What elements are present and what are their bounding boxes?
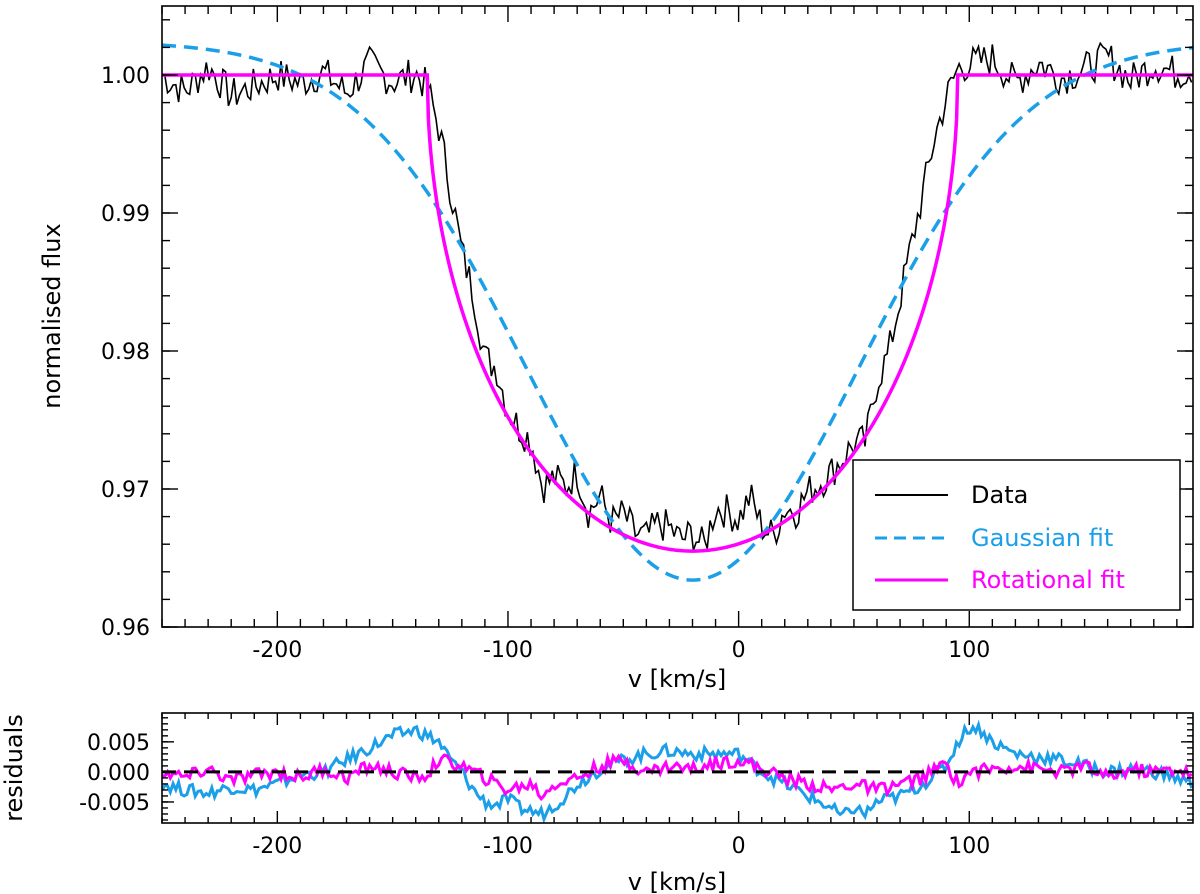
x-tick-label: -200 [252,638,302,663]
x-tick-label: 0 [732,834,746,859]
y-tick-label: 0.005 [87,731,150,756]
x-tick-label: -100 [483,638,533,663]
y-tick-label: 0.97 [101,478,150,503]
main-ticks: -200 -100 0 100 0.96 0.97 0.98 0.99 1.00 [101,6,1193,663]
residuals-frame [161,712,1194,824]
y-tick-label: 0.99 [101,202,150,227]
y-tick-label: -0.005 [79,791,150,816]
series-layer [162,719,1193,823]
x-tick-label: 100 [948,638,990,663]
y-tick-label: 1.00 [101,64,150,89]
legend-entry-gaussian: Gaussian fit [971,524,1113,552]
x-tick-label: 0 [732,638,746,663]
series-rotational-fit [162,73,1193,553]
legend-box [852,459,1181,611]
residuals-ticks: -200 -100 0 100 -0.005 0.000 0.005 [79,713,1193,859]
x-tick-label: -100 [483,834,533,859]
x-tick-label: 100 [948,834,990,859]
y-tick-label: 0.96 [101,616,150,641]
main-plot-area [162,41,1193,582]
residuals-panel: -200 -100 0 100 -0.005 0.000 0.005 v [km/s] re… [0,712,1194,894]
series-layer [162,41,1193,582]
y-tick-label: 0.000 [87,761,150,786]
series-gaussian-fit [162,43,1193,582]
main-frame [161,5,1194,628]
series-gaussian-residuals [162,719,1193,823]
legend-entry-rotational: Rotational fit [971,566,1125,594]
series-data [162,41,1193,551]
legend: Data Gaussian fit Rotational fit [852,459,1181,611]
y-tick-label: 0.98 [101,340,150,365]
residuals-ylabel: residuals [0,714,28,822]
main-panel: -200 -100 0 100 0.96 0.97 0.98 0.99 1.00 v [km/s… [38,5,1194,693]
main-xlabel: v [km/s] [628,665,726,693]
residuals-plot-area [162,719,1193,823]
series-rotational-residuals [162,751,1193,802]
x-tick-label: -200 [252,834,302,859]
residuals-xlabel: v [km/s] [628,868,726,894]
main-ylabel: normalised flux [38,223,66,408]
legend-entry-data: Data [971,481,1028,509]
